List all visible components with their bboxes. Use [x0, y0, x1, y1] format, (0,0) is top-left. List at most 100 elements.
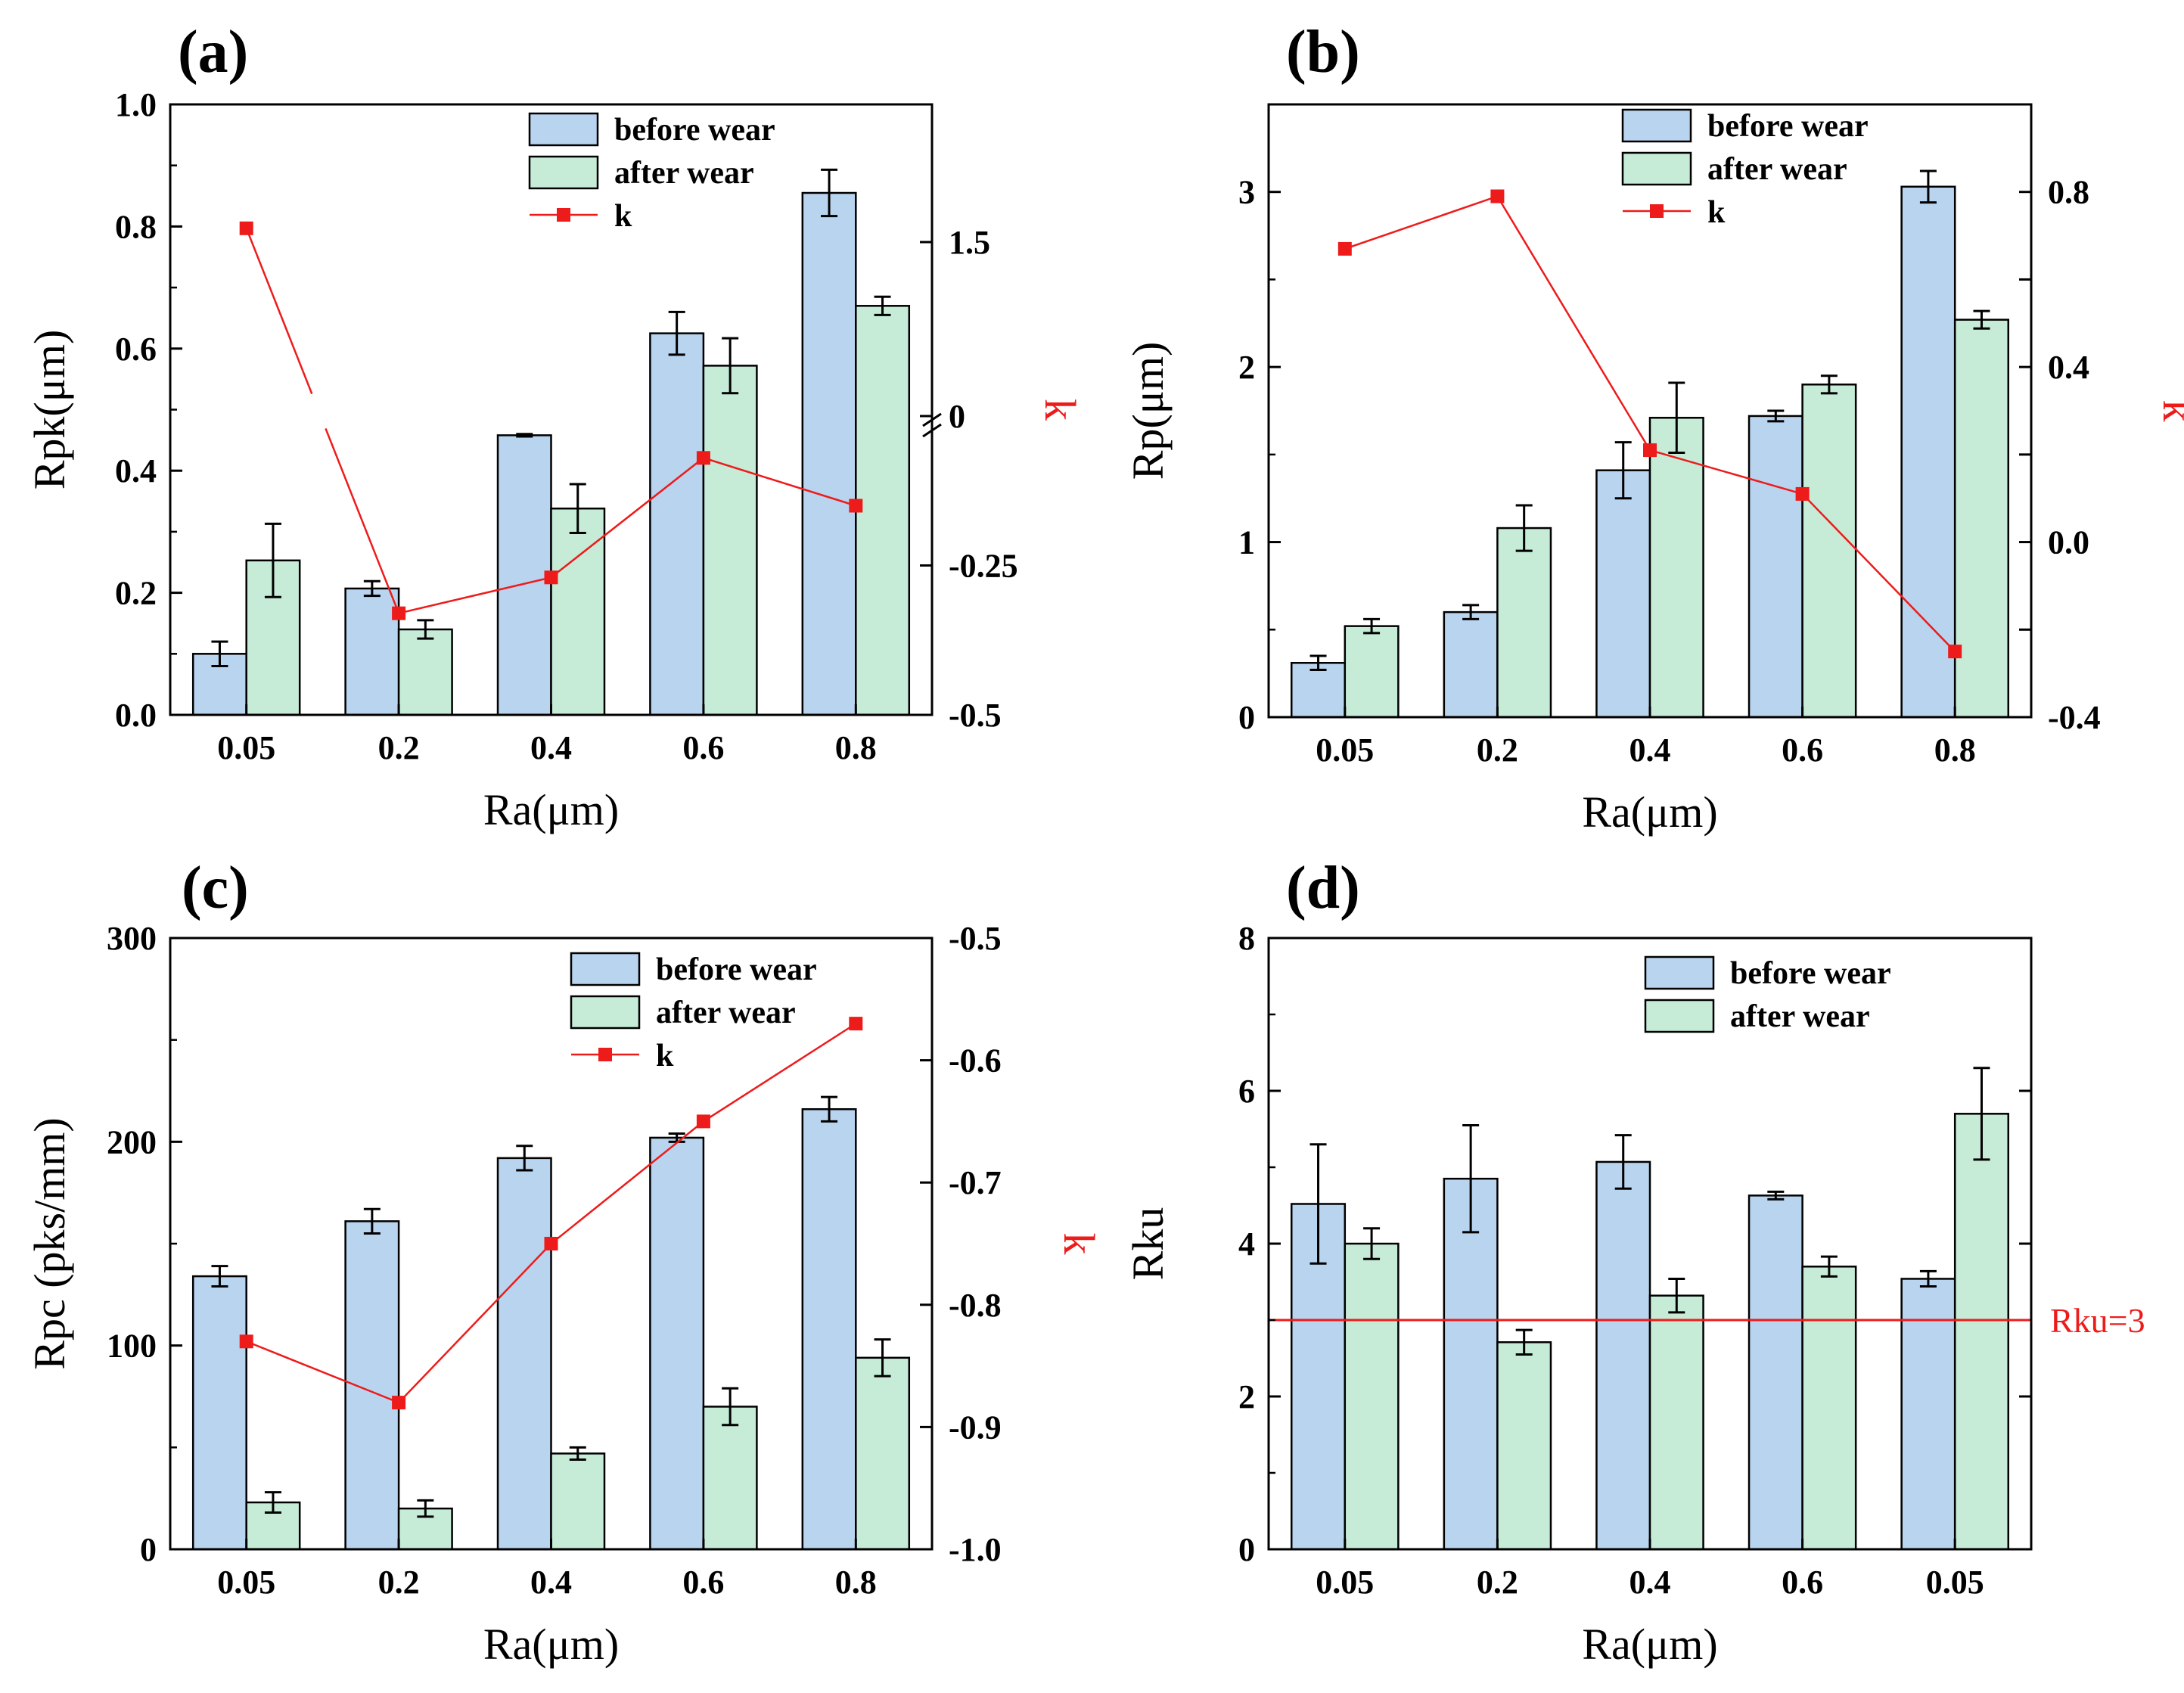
legend-label: after wear: [614, 156, 754, 191]
error-bar: [1919, 169, 1937, 204]
y-tick-label: 6: [1238, 1073, 1255, 1110]
error-bar: [1515, 1328, 1533, 1356]
error-bar: [264, 522, 281, 598]
error-bar: [569, 483, 586, 535]
k-tick-label: -1.0: [949, 1531, 1002, 1568]
k-tick-label: -0.25: [949, 548, 1018, 585]
legend-swatch-after: [1621, 151, 1692, 186]
legend-swatch-after: [528, 155, 599, 190]
k-point-3: [544, 1237, 558, 1250]
legend-label: before wear: [614, 113, 775, 148]
k-tick-label: -0.8: [949, 1287, 1002, 1324]
error-bar: [211, 640, 228, 667]
error-bar: [722, 337, 739, 395]
x-tick-label: 0.2: [1477, 732, 1518, 769]
legend-swatch-before: [1644, 955, 1715, 990]
k-tick-label: 0: [949, 398, 965, 435]
bar-after-5: [1953, 1113, 2010, 1551]
bar-after-2: [1496, 527, 1552, 719]
k-line: [398, 456, 856, 614]
bar-before-4: [1748, 415, 1803, 719]
error-bar: [1462, 604, 1480, 620]
k-tick-label: -0.7: [949, 1164, 1002, 1201]
legend: before wear after wear: [1644, 955, 1891, 1034]
panel-label: (c): [182, 855, 249, 921]
error-bar: [1767, 1190, 1785, 1201]
x-tick-label: 0.6: [682, 729, 724, 766]
error-bar: [874, 1338, 891, 1378]
error-bar: [1973, 309, 1990, 330]
x-tick-label: 0.8: [1934, 732, 1976, 769]
bar-before-3: [1595, 469, 1651, 719]
error-bar: [1462, 1123, 1480, 1234]
k-point-4: [1795, 486, 1810, 501]
k-point-3: [1643, 443, 1657, 458]
y-axis-title: Rpk(μm): [25, 330, 74, 490]
k-tick-label: 0.8: [2048, 174, 2089, 211]
y-axis-title: Rku: [1123, 1207, 1173, 1281]
k-line-segment: [325, 427, 400, 614]
k-point-4: [696, 451, 710, 465]
error-bar: [1668, 1277, 1685, 1314]
x-tick-label: 0.05: [217, 1564, 275, 1601]
legend-k-marker: [1650, 204, 1664, 218]
legend: before wear after wear k: [570, 952, 817, 1073]
legend-label: before wear: [656, 952, 817, 987]
k-point-2: [392, 606, 406, 620]
k-point-5: [849, 499, 863, 513]
error-bar: [1515, 504, 1533, 552]
legend-swatch-after: [1644, 999, 1715, 1033]
x-tick-label: 0.4: [1629, 732, 1671, 769]
bar-before-5: [801, 191, 857, 716]
k-tick-label: -0.5: [949, 920, 1002, 957]
bar-after-3: [550, 507, 606, 716]
bar-before-5: [1900, 185, 1956, 719]
k-axis-title: k: [1055, 1233, 1104, 1255]
error-bar: [1820, 374, 1838, 395]
bar-after-4: [702, 365, 758, 716]
k-tick-label: 1.5: [949, 224, 990, 261]
error-bar: [722, 1387, 739, 1427]
y-tick-label: 100: [107, 1328, 157, 1365]
x-tick-label: 0.2: [378, 729, 420, 766]
x-tick-label: 0.6: [1782, 1564, 1823, 1601]
chart-panel-3: (c) 0 100 200 300 0.05 0.2 0.4 0.6 0.8 -1.0 -0.9 -0.…: [25, 855, 1104, 1669]
chart-panel-4: (d) Rku=3 0 2 4 6 8 0.05 0.2 0.4 0.6 0.05 Ra(μm) Rku b…: [1123, 855, 2145, 1669]
x-tick-label: 0.4: [1629, 1564, 1671, 1601]
error-bar: [417, 1499, 434, 1518]
error-bar: [363, 579, 381, 598]
x-tick-label: 0.8: [835, 1564, 877, 1601]
k-tick-label: 0.0: [2048, 524, 2089, 561]
error-bar: [821, 1095, 838, 1123]
legend-label: before wear: [1730, 956, 1891, 991]
legend-label: k: [656, 1039, 674, 1073]
bar-before-5: [801, 1107, 857, 1551]
k-point-1: [239, 221, 253, 235]
k-line-segment: [245, 228, 313, 395]
x-tick-label: 0.05: [217, 729, 275, 766]
bar-before-3: [496, 1157, 552, 1551]
y-tick-label: 8: [1238, 920, 1255, 957]
x-tick-label: 0.6: [682, 1564, 724, 1601]
bar-after-2: [397, 1507, 453, 1551]
chart-panel-1: (a) 0.0 0.2 0.4 0.6 0.8 1.0 0.05 0.2 0.4 0.6 0.8 1.5…: [25, 19, 1085, 834]
k-point-2: [1490, 189, 1505, 203]
bar-before-2: [1443, 1177, 1499, 1551]
x-tick-label: 0.4: [530, 729, 572, 766]
x-tick-label: 0.2: [1477, 1564, 1518, 1601]
x-axis-title: Ra(μm): [1582, 787, 1717, 837]
bar-before-3: [1595, 1160, 1651, 1551]
error-bar: [1614, 441, 1632, 500]
error-bar: [211, 1265, 228, 1288]
k-point-1: [1337, 241, 1352, 256]
legend-swatch-before: [1621, 108, 1692, 143]
x-axis-title: Ra(μm): [483, 1620, 619, 1669]
error-bar: [821, 168, 838, 218]
legend-label: after wear: [656, 996, 796, 1030]
y-tick-label: 2: [1238, 349, 1255, 386]
error-bar: [1767, 409, 1785, 423]
error-bar: [1919, 1269, 1937, 1288]
bar-before-2: [344, 587, 400, 716]
y-axis-title: Rp(μm): [1123, 342, 1173, 480]
